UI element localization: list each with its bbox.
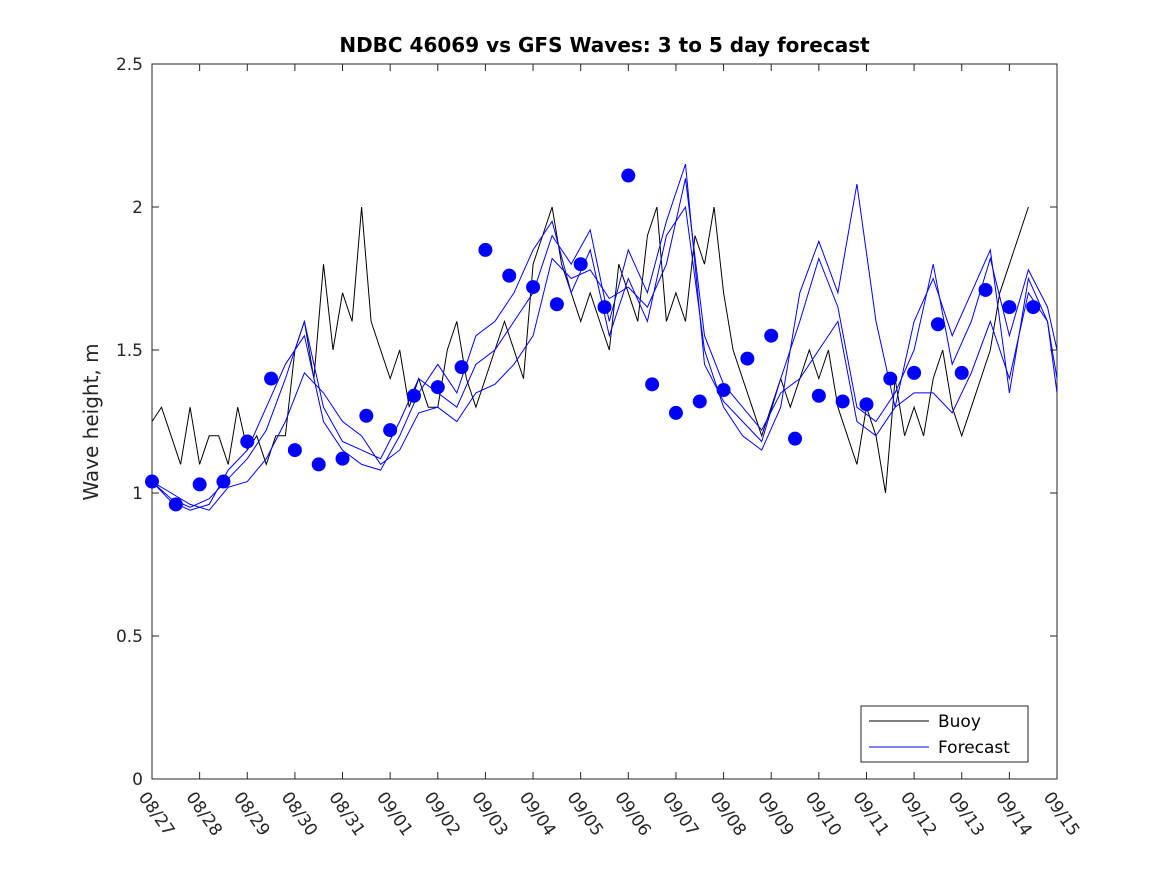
forecast-marker: [454, 360, 469, 375]
forecast-marker: [764, 328, 779, 343]
x-tick-label: 09/05: [563, 788, 607, 840]
forecast-marker: [406, 388, 421, 403]
forecast-marker: [740, 351, 755, 366]
plot-area: [145, 63, 1058, 780]
forecast-series-line: [151, 184, 1058, 511]
forecast-marker: [1026, 300, 1041, 315]
forecast-series-line: [151, 178, 1058, 511]
forecast-marker: [907, 365, 922, 380]
x-tick-label: 09/07: [658, 788, 702, 840]
x-tick-label: 09/02: [420, 788, 464, 840]
forecast-marker: [930, 317, 945, 332]
forecast-marker: [716, 383, 731, 398]
legend-forecast-label: Forecast: [938, 738, 1010, 758]
forecast-marker: [645, 377, 660, 392]
forecast-marker: [954, 365, 969, 380]
forecast-marker: [240, 434, 255, 449]
legend-buoy-label: Buoy: [938, 712, 981, 732]
forecast-marker: [478, 242, 493, 257]
y-tick-label: 0.5: [116, 627, 143, 647]
x-tick-label: 08/30: [277, 788, 321, 840]
x-tick-label: 09/04: [515, 788, 559, 840]
forecast-marker: [573, 257, 588, 272]
forecast-marker: [1002, 300, 1017, 315]
forecast-marker: [145, 474, 159, 489]
x-tick-label: 09/14: [991, 788, 1035, 840]
x-tick-label: 09/15: [1039, 788, 1083, 840]
y-axis-label: Wave height, m: [79, 343, 103, 500]
x-tick-label: 09/12: [896, 788, 940, 840]
forecast-marker: [978, 282, 993, 297]
axes-box: [151, 63, 1058, 780]
forecast-marker: [192, 477, 207, 492]
forecast-marker: [526, 280, 541, 295]
forecast-marker: [216, 474, 231, 489]
forecast-marker: [549, 297, 564, 312]
legend: Buoy Forecast: [860, 705, 1029, 763]
x-tick-label: 09/09: [753, 788, 797, 840]
x-tick-label: 08/31: [324, 788, 368, 840]
forecast-marker: [335, 451, 350, 466]
y-tick-label: 1.5: [116, 341, 143, 361]
y-axis: 0 0.5 1 1.5 2 2.5: [116, 55, 1057, 790]
forecast-marker: [788, 431, 803, 446]
forecast-marker: [692, 394, 707, 409]
y-tick-label: 1: [132, 484, 143, 504]
chart-title: NDBC 46069 vs GFS Waves: 3 to 5 day fore…: [339, 33, 870, 57]
y-tick-label: 0: [132, 770, 143, 790]
x-tick-label: 09/13: [944, 788, 988, 840]
forecast-marker: [811, 388, 826, 403]
y-tick-label: 2.5: [116, 55, 143, 75]
forecast-marker: [502, 268, 517, 283]
forecast-marker: [430, 380, 445, 395]
forecast-marker: [883, 371, 898, 386]
x-tick-label: 09/10: [801, 788, 845, 840]
forecast-marker: [835, 394, 850, 409]
y-tick-label: 2: [132, 198, 143, 218]
forecast-marker: [383, 423, 398, 438]
x-tick-label: 09/11: [848, 788, 892, 840]
x-tick-label: 08/27: [134, 788, 178, 840]
forecast-marker: [287, 443, 302, 458]
x-tick-label: 08/29: [229, 788, 273, 840]
forecast-marker: [621, 168, 636, 183]
x-tick-label: 08/28: [182, 788, 226, 840]
forecast-marker: [168, 497, 183, 512]
x-tick-label: 09/03: [467, 788, 511, 840]
forecast-marker: [359, 408, 374, 423]
forecast-series-line: [151, 163, 1058, 508]
forecast-marker: [311, 457, 326, 472]
x-tick-label: 09/08: [705, 788, 749, 840]
forecast-marker: [859, 397, 874, 412]
x-tick-label: 09/01: [372, 788, 416, 840]
legend-box: [860, 705, 1029, 763]
x-tick-label: 09/06: [610, 788, 654, 840]
forecast-marker: [597, 300, 612, 315]
forecast-marker: [668, 405, 683, 420]
forecast-marker: [264, 371, 279, 386]
